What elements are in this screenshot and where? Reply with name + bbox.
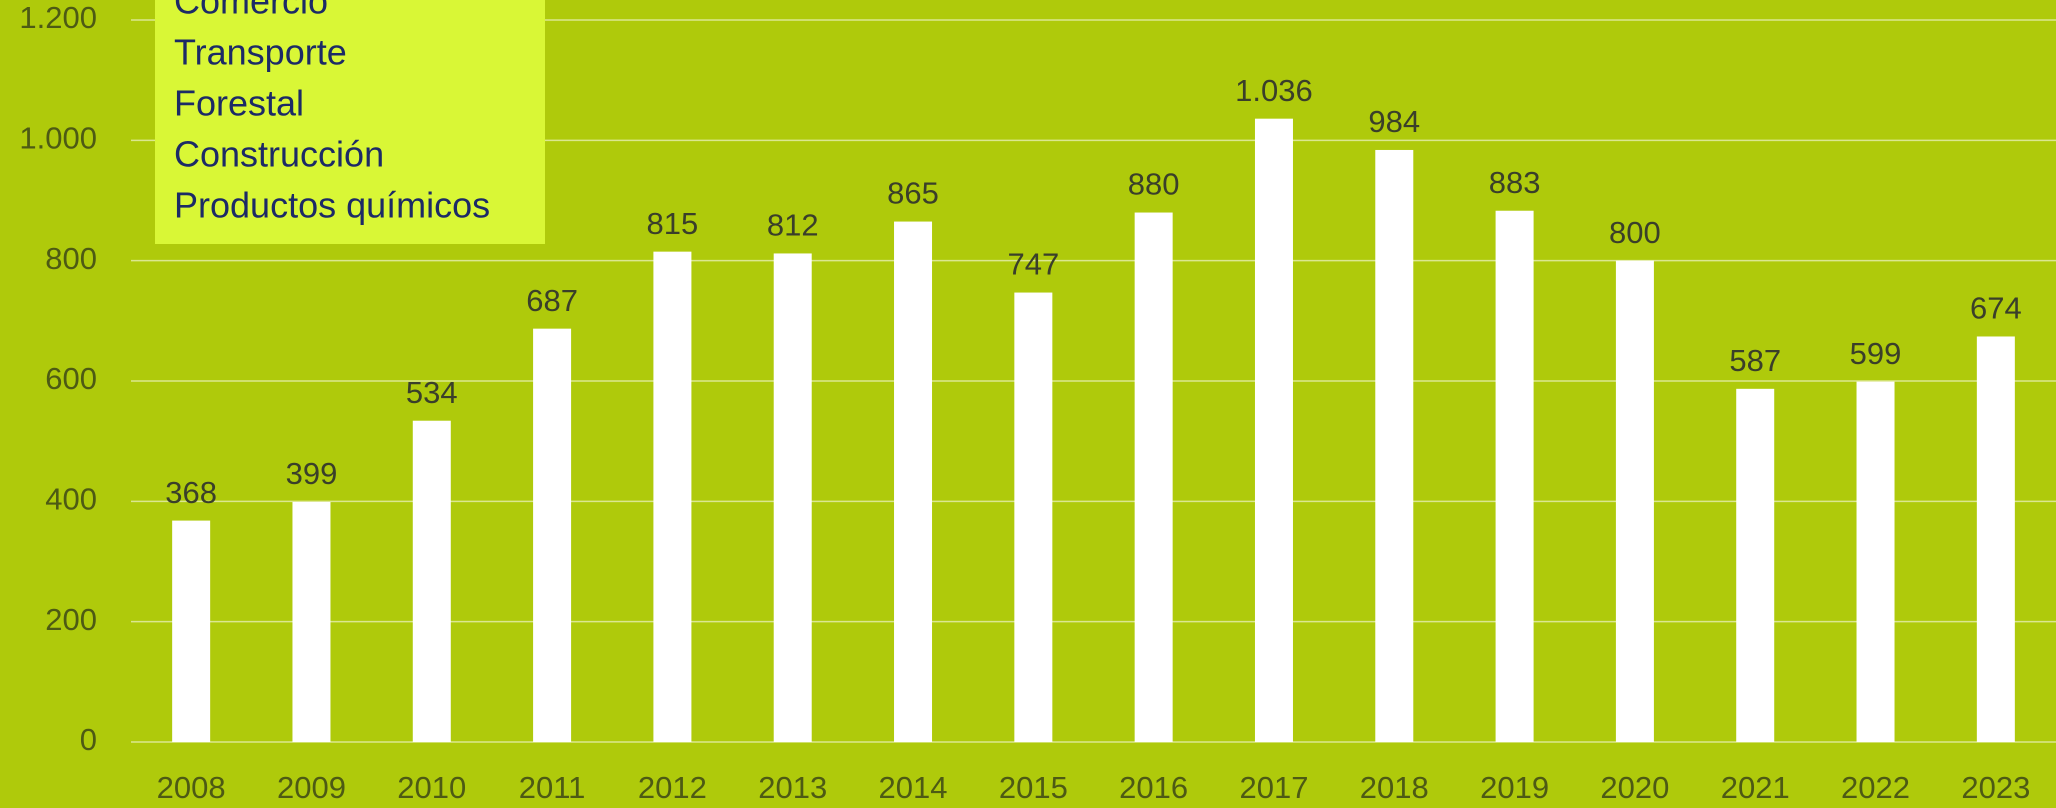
bar xyxy=(894,221,933,742)
y-tick-label: 800 xyxy=(45,241,97,276)
note-box xyxy=(155,0,545,244)
value-label: 399 xyxy=(286,456,338,491)
x-tick-label: 2022 xyxy=(1841,770,1910,805)
x-tick-label: 2021 xyxy=(1721,770,1790,805)
bar xyxy=(1254,118,1293,742)
x-tick-label: 2014 xyxy=(879,770,948,805)
value-label: 368 xyxy=(165,475,217,510)
value-label: 534 xyxy=(406,375,458,410)
bar xyxy=(412,420,451,742)
x-tick-label: 2018 xyxy=(1360,770,1429,805)
x-tick-label: 2020 xyxy=(1600,770,1669,805)
bar xyxy=(1014,292,1053,742)
bar xyxy=(773,253,812,743)
y-tick-label: 200 xyxy=(45,602,97,637)
note-text: Comercio xyxy=(174,0,328,22)
x-tick-label: 2017 xyxy=(1239,770,1308,805)
bar xyxy=(1976,336,2015,742)
x-tick-label: 2013 xyxy=(758,770,827,805)
bar xyxy=(1375,149,1414,742)
y-tick-label: 1.000 xyxy=(19,121,97,156)
y-tick-label: 400 xyxy=(45,482,97,517)
x-tick-label: 2009 xyxy=(277,770,346,805)
x-tick-label: 2023 xyxy=(1961,770,2030,805)
note-text: Construcción xyxy=(174,134,384,175)
bar xyxy=(1736,388,1775,742)
x-tick-label: 2011 xyxy=(519,770,586,805)
value-label: 883 xyxy=(1489,165,1541,200)
x-tick-label: 2012 xyxy=(638,770,707,805)
value-label: 587 xyxy=(1729,343,1781,378)
note-text: Productos químicos xyxy=(174,185,490,226)
x-tick-label: 2008 xyxy=(157,770,226,805)
value-label: 815 xyxy=(647,206,699,241)
value-label: 880 xyxy=(1128,167,1180,202)
value-label: 800 xyxy=(1609,215,1661,250)
value-label: 984 xyxy=(1368,104,1420,139)
value-label: 674 xyxy=(1970,291,2022,326)
bar xyxy=(653,251,692,742)
y-tick-label: 1.200 xyxy=(19,0,97,35)
bar xyxy=(1495,210,1534,742)
bar xyxy=(1856,381,1895,742)
x-tick-label: 2016 xyxy=(1119,770,1188,805)
note-text: Forestal xyxy=(174,83,304,124)
x-tick-label: 2015 xyxy=(999,770,1068,805)
value-label: 687 xyxy=(526,283,578,318)
value-label: 1.036 xyxy=(1235,73,1313,108)
bar xyxy=(1615,260,1654,742)
x-tick-label: 2010 xyxy=(397,770,466,805)
y-tick-label: 600 xyxy=(45,361,97,396)
x-tick-label: 2019 xyxy=(1480,770,1549,805)
y-tick-label: 0 xyxy=(80,722,97,757)
note-text: Transporte xyxy=(174,32,347,73)
bar xyxy=(292,501,331,742)
bar xyxy=(533,328,572,742)
bar xyxy=(172,520,211,742)
value-label: 812 xyxy=(767,208,819,243)
value-label: 865 xyxy=(887,176,939,211)
value-label: 599 xyxy=(1850,336,1902,371)
bar xyxy=(1134,212,1173,743)
value-label: 747 xyxy=(1007,247,1059,282)
